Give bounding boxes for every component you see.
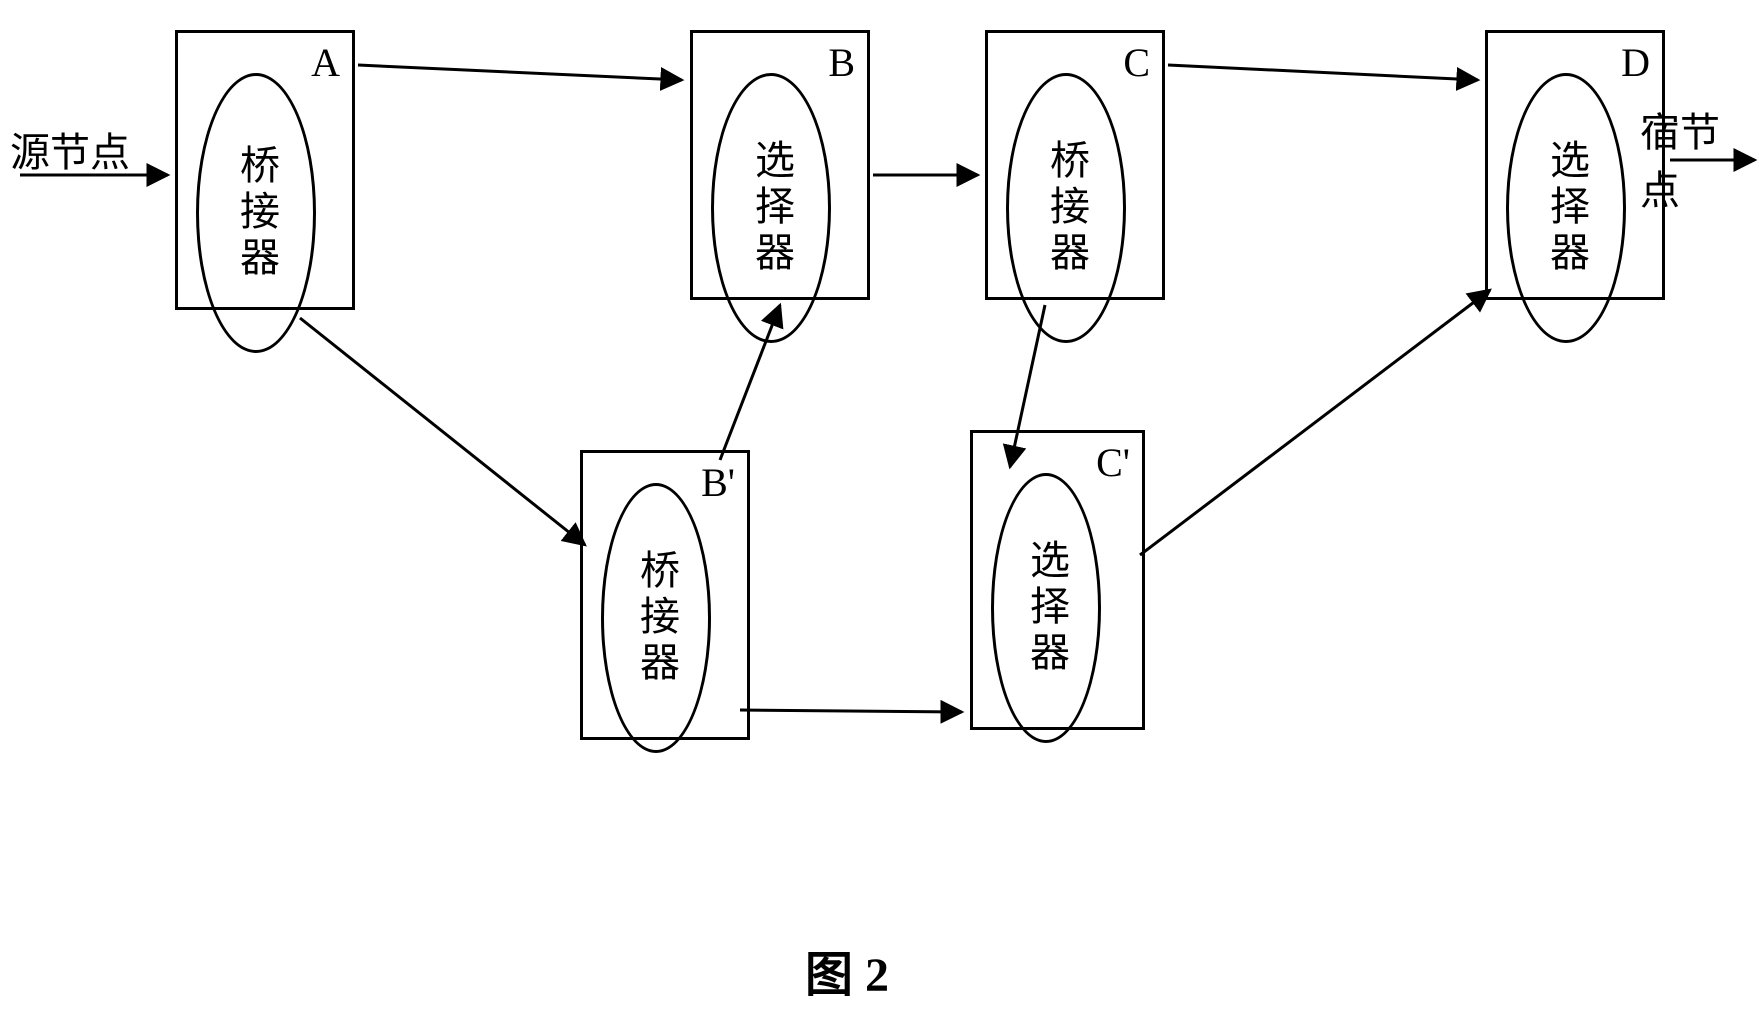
node-label-A: A	[311, 39, 340, 86]
node-label-C: C	[1123, 39, 1150, 86]
node-ellipse-C: 桥接器	[1006, 73, 1126, 343]
edge-C-D	[1168, 65, 1478, 80]
node-content-B: 选择器	[751, 139, 791, 277]
node-B: B 选择器	[690, 30, 870, 300]
node-content-A: 桥接器	[236, 144, 276, 282]
node-label-Bp: B'	[701, 459, 735, 506]
figure-caption: 图 2	[805, 935, 889, 1005]
node-C: C 桥接器	[985, 30, 1165, 300]
node-D: D 选择器	[1485, 30, 1665, 300]
edge-Bp-Cp	[740, 710, 962, 712]
node-ellipse-Cp: 选择器	[991, 473, 1101, 743]
sink-label: 宿节点	[1640, 100, 1759, 216]
node-ellipse-Bp: 桥接器	[601, 483, 711, 753]
node-ellipse-B: 选择器	[711, 73, 831, 343]
node-label-Cp: C'	[1096, 439, 1130, 486]
node-ellipse-D: 选择器	[1506, 73, 1626, 343]
node-content-Cp: 选择器	[1026, 539, 1066, 677]
node-label-B: B	[828, 39, 855, 86]
edge-Cp-D	[1140, 290, 1490, 555]
node-ellipse-A: 桥接器	[196, 73, 316, 353]
node-Cp: C' 选择器	[970, 430, 1145, 730]
node-content-D: 选择器	[1546, 139, 1586, 277]
node-A: A 桥接器	[175, 30, 355, 310]
node-content-C: 桥接器	[1046, 139, 1086, 277]
node-Bp: B' 桥接器	[580, 450, 750, 740]
edge-A-Bp	[300, 318, 585, 545]
node-content-Bp: 桥接器	[636, 549, 676, 687]
edge-A-B	[358, 65, 682, 80]
node-label-D: D	[1621, 39, 1650, 86]
source-label: 源节点	[10, 120, 130, 178]
